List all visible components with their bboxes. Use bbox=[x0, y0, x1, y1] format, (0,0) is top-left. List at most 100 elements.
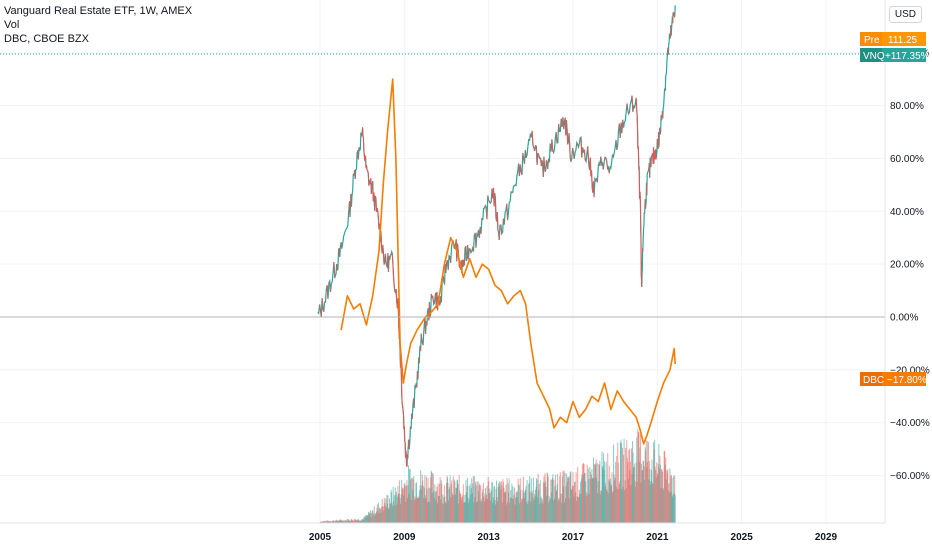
volume-bar bbox=[480, 485, 482, 523]
volume-bar bbox=[377, 510, 379, 523]
volume-bar bbox=[503, 487, 505, 523]
series-vnq-down-segment bbox=[484, 205, 487, 208]
time-axis[interactable]: 2005 2009 2013 2017 2021 2025 2029 bbox=[309, 532, 838, 543]
volume-bar bbox=[425, 498, 427, 523]
compare-legend[interactable]: DBC, CBOE BZX bbox=[4, 33, 89, 45]
price-axis[interactable]: 100.00%80.00%60.00%40.00%20.00%0.00%−20.… bbox=[890, 48, 930, 482]
series-vnq-down-segment bbox=[383, 254, 385, 265]
volume-legend[interactable]: Vol bbox=[4, 19, 20, 31]
series-vnq-down-segment bbox=[548, 158, 550, 163]
volume-bar bbox=[436, 486, 438, 523]
volume-bar bbox=[579, 494, 581, 523]
volume-bar bbox=[367, 515, 369, 523]
volume-bar bbox=[609, 478, 611, 523]
series-vnq-down-segment bbox=[543, 156, 545, 166]
series-vnq-down-segment bbox=[544, 165, 546, 173]
volume-bar bbox=[379, 508, 381, 523]
symbol-title[interactable]: Vanguard Real Estate ETF, 1W, AMEX bbox=[4, 5, 193, 17]
series-vnq-down-segment bbox=[498, 232, 500, 241]
volume-bar bbox=[553, 479, 555, 523]
volume-bar bbox=[508, 478, 510, 523]
volume-bar bbox=[399, 480, 401, 523]
volume-bar bbox=[507, 502, 509, 523]
volume-bar bbox=[463, 501, 465, 523]
volume-bar bbox=[665, 457, 667, 523]
volume-bar bbox=[476, 481, 478, 523]
volume-bar bbox=[638, 461, 640, 523]
series-vnq-down-segment bbox=[495, 218, 498, 222]
volume-bar bbox=[486, 486, 488, 523]
volume-bar bbox=[331, 521, 333, 523]
volume-bar bbox=[333, 520, 335, 523]
series-vnq-down-segment bbox=[322, 309, 325, 312]
volume-bar bbox=[434, 491, 436, 523]
volume-bar bbox=[374, 513, 376, 523]
volume-bar bbox=[632, 441, 634, 523]
series-vnq-down-segment bbox=[392, 263, 395, 278]
series-vnq-down-segment bbox=[415, 383, 418, 388]
volume-bar bbox=[493, 485, 495, 523]
volume-bar bbox=[646, 461, 648, 523]
volume-bar bbox=[383, 497, 385, 523]
volume-bar bbox=[546, 472, 548, 523]
volume-bar bbox=[430, 477, 432, 523]
series-vnq-down-segment bbox=[393, 285, 396, 292]
volume-bar bbox=[457, 484, 459, 523]
volume-bar bbox=[569, 476, 571, 523]
volume-bar bbox=[611, 492, 613, 523]
volume-bar bbox=[389, 504, 391, 523]
volume-bar bbox=[373, 513, 375, 523]
volume-bar bbox=[546, 495, 548, 523]
volume-bar bbox=[587, 468, 589, 523]
volume-bar bbox=[450, 497, 452, 523]
volume-bar bbox=[531, 493, 533, 523]
volume-bar bbox=[506, 477, 508, 523]
volume-bar bbox=[420, 489, 422, 523]
volume-bar bbox=[408, 494, 410, 523]
volume-bar bbox=[351, 519, 353, 523]
volume-bar bbox=[374, 515, 376, 523]
volume-bar bbox=[442, 503, 444, 523]
series-vnq-down-segment bbox=[489, 201, 491, 204]
series-vnq-down-segment bbox=[376, 208, 379, 212]
volume-bar bbox=[540, 498, 542, 523]
volume-bar bbox=[453, 479, 455, 523]
volume-bar bbox=[660, 488, 662, 523]
volume-bar bbox=[387, 509, 389, 523]
volume-bar bbox=[614, 480, 616, 523]
volume-bar bbox=[617, 462, 619, 523]
series-vnq-down-segment bbox=[589, 157, 592, 177]
series-vnq-down-segment bbox=[476, 233, 479, 236]
volume-bar bbox=[510, 497, 512, 523]
volume-bar bbox=[629, 469, 631, 523]
series-vnq-down-segment bbox=[552, 150, 555, 153]
volume-bar bbox=[452, 495, 454, 523]
volume-bar bbox=[512, 486, 514, 523]
volume-bar bbox=[548, 495, 550, 523]
volume-bar bbox=[441, 483, 443, 523]
volume-bar bbox=[646, 467, 648, 523]
volume-bar bbox=[538, 490, 540, 523]
series-vnq-down-segment bbox=[430, 294, 433, 299]
volume-bar bbox=[428, 501, 430, 523]
volume-bar bbox=[400, 494, 402, 523]
volume-bar bbox=[490, 490, 492, 523]
series-vnq-down-segment bbox=[591, 187, 594, 193]
volume-bar bbox=[663, 489, 665, 523]
volume-bar bbox=[347, 519, 349, 523]
volume-bar bbox=[607, 453, 609, 523]
currency-button[interactable]: USD bbox=[888, 6, 922, 23]
volume-bar bbox=[535, 489, 537, 523]
volume-bar bbox=[482, 488, 484, 523]
volume-bar bbox=[544, 473, 546, 523]
volume-bar bbox=[626, 440, 628, 523]
volume-bar bbox=[453, 495, 455, 523]
volume-bar bbox=[418, 497, 420, 523]
volume-bar bbox=[358, 520, 360, 523]
volume-bar bbox=[557, 473, 559, 523]
volume-bar bbox=[444, 496, 446, 523]
y-tick-label: −20.00% bbox=[890, 365, 930, 376]
volume-bar bbox=[662, 471, 664, 523]
volume-bar bbox=[528, 482, 530, 523]
